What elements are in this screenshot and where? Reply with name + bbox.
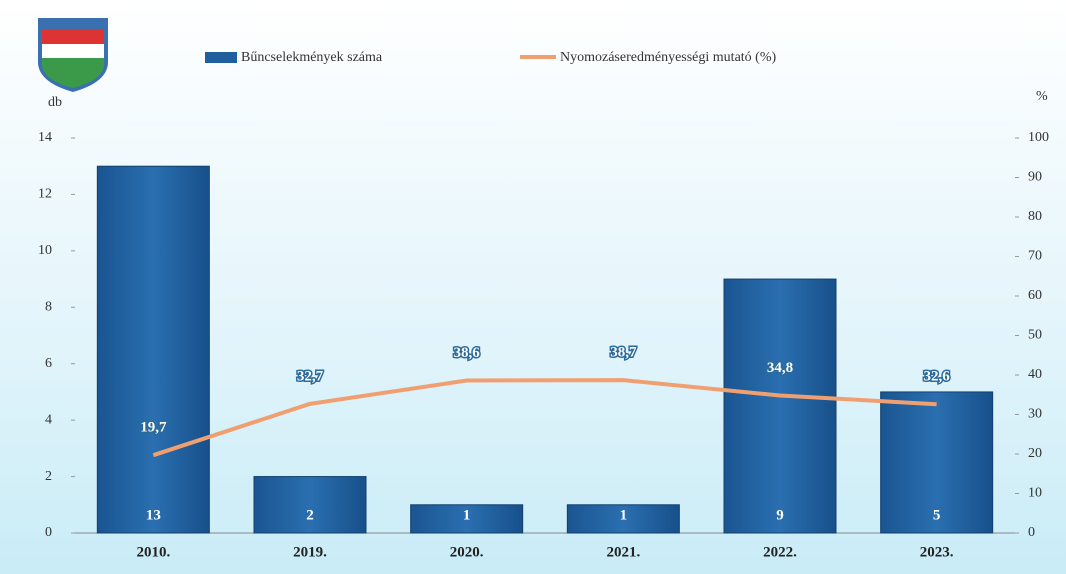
y-tick-label: 8 — [45, 300, 52, 315]
y-tick-label: 12 — [38, 187, 52, 202]
y2-tick-label: 40 — [1028, 367, 1042, 382]
y-tick-label: 0 — [45, 525, 52, 540]
bar — [566, 504, 680, 534]
x-tick-label: 2010. — [136, 544, 170, 560]
y2-tick-label: 30 — [1028, 407, 1042, 422]
bar-value-label: 5 — [933, 507, 941, 523]
logo — [38, 18, 108, 92]
line-value-label: 38,6 — [454, 345, 481, 361]
x-tick-label: 2021. — [606, 544, 640, 560]
legend-label: Bűncselekmények száma — [241, 50, 383, 65]
y2-tick-label: 100 — [1028, 130, 1049, 145]
line-value-label: 32,6 — [924, 369, 951, 385]
bar-value-label: 1 — [620, 507, 628, 523]
bar — [96, 165, 210, 534]
line — [152, 378, 937, 458]
line-value-label: 38,7 — [610, 345, 637, 361]
bar — [410, 504, 524, 534]
bar — [723, 278, 837, 534]
y2-tick-label: 90 — [1028, 170, 1042, 185]
y2-tick-label: 10 — [1028, 486, 1042, 501]
y2-tick-label: 60 — [1028, 288, 1042, 303]
y-tick-label: 10 — [38, 243, 52, 258]
line-value-label: 19,7 — [140, 420, 167, 436]
x-tick-label: 2022. — [763, 544, 797, 560]
x-tick-label: 2019. — [293, 544, 327, 560]
y2-tick-label: 20 — [1028, 446, 1042, 461]
y-axis-unit: db — [48, 95, 62, 110]
y2-axis-unit: % — [1036, 89, 1048, 104]
y2-tick-label: 80 — [1028, 209, 1042, 224]
y-tick-label: 14 — [38, 130, 52, 145]
y-tick-label: 2 — [45, 469, 52, 484]
bar-value-label: 9 — [776, 507, 784, 523]
bar-value-label: 1 — [463, 507, 471, 523]
y-tick-label: 4 — [45, 412, 52, 427]
x-tick-label: 2020. — [450, 544, 484, 560]
y2-tick-label: 0 — [1028, 525, 1035, 540]
bar-value-label: 13 — [146, 507, 161, 523]
bar-value-label: 2 — [306, 507, 314, 523]
y2-tick-label: 50 — [1028, 328, 1042, 343]
line-value-label: 32,7 — [297, 368, 324, 384]
legend-swatch — [205, 52, 237, 63]
x-tick-label: 2023. — [920, 544, 954, 560]
y2-tick-label: 70 — [1028, 249, 1042, 264]
bar — [880, 391, 994, 534]
legend-label: Nyomozáseredményességi mutató (%) — [560, 50, 776, 65]
line-value-label: 34,8 — [767, 360, 793, 376]
y-tick-label: 6 — [45, 356, 52, 371]
bar — [253, 476, 367, 534]
